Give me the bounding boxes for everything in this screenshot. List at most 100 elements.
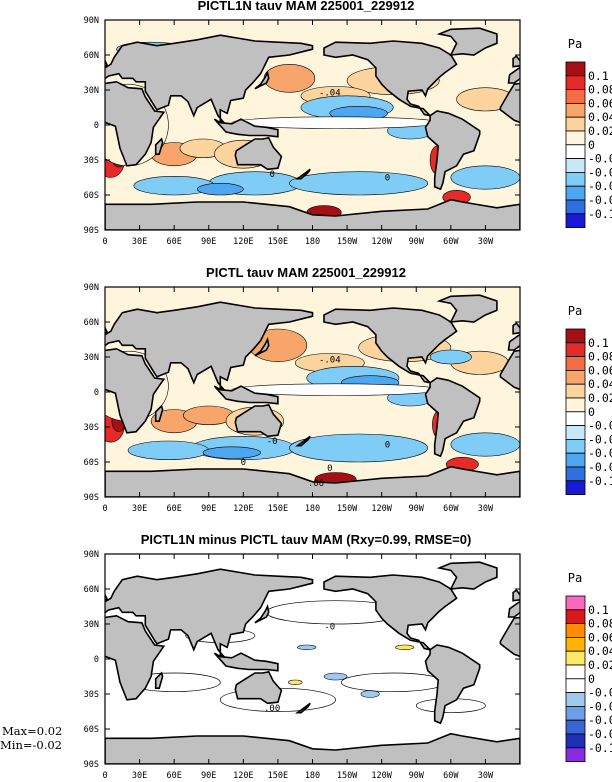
contour-label: -0 bbox=[324, 622, 335, 632]
colorbar-swatch bbox=[565, 383, 586, 399]
colorbar-swatch bbox=[565, 185, 586, 201]
shaded-region bbox=[127, 440, 210, 460]
y-tick-label: 0 bbox=[94, 655, 99, 665]
colorbar-title: Pa bbox=[568, 571, 582, 585]
land-uk bbox=[512, 589, 520, 602]
land-japan bbox=[254, 604, 270, 624]
y-tick-label: 90S bbox=[84, 493, 99, 503]
contour-label: .06 bbox=[308, 479, 324, 489]
land-africa bbox=[105, 614, 166, 701]
x-tick-label: 90W bbox=[409, 771, 425, 781]
x-tick-label: 120E bbox=[233, 504, 253, 514]
x-tick-label: 30W bbox=[478, 237, 494, 247]
land-africa bbox=[499, 82, 520, 124]
map-area: -0 .00 bbox=[105, 554, 520, 764]
land-samerica bbox=[424, 644, 481, 725]
x-tick-label: 60W bbox=[443, 504, 459, 514]
colorbar-level: -0.08 bbox=[588, 727, 612, 741]
land-namerica bbox=[323, 40, 458, 118]
land-africa bbox=[105, 80, 166, 167]
colorbar-swatch bbox=[565, 144, 586, 160]
colorbar-swatch bbox=[565, 706, 586, 721]
contour-label: 0 bbox=[327, 464, 332, 474]
stat-max: Max=0.02 bbox=[2, 724, 62, 738]
land-eurasia bbox=[507, 600, 520, 618]
land-africa bbox=[499, 616, 520, 658]
colorbar-level: -0.02 bbox=[588, 152, 612, 166]
colorbar-level: -0.08 bbox=[588, 460, 612, 474]
land-indonesia bbox=[213, 385, 279, 405]
x-tick-label: 90W bbox=[409, 504, 425, 514]
map-area: -.04-0 000.06 bbox=[105, 287, 520, 497]
colorbar-level: 0.02 bbox=[588, 391, 612, 405]
colorbar-level: 0 bbox=[588, 138, 595, 152]
colorbar-swatch bbox=[565, 342, 586, 357]
y-tick-label: 30N bbox=[84, 86, 99, 96]
land-nz bbox=[295, 168, 311, 180]
x-tick-label: 30W bbox=[478, 771, 494, 781]
x-tick-label: 90W bbox=[409, 237, 425, 247]
colorbar-level: -0.04 bbox=[588, 165, 612, 179]
colorbar-swatch bbox=[565, 692, 586, 707]
colorbar-level: -0.04 bbox=[588, 432, 612, 446]
panel-title: PICTL tauv MAM 225001_229912 bbox=[206, 265, 406, 280]
land-africa bbox=[499, 349, 520, 391]
x-tick-label: 30E bbox=[132, 237, 147, 247]
panel-2: PICTL tauv MAM 225001_229912-.04-0 000.06… bbox=[84, 265, 612, 514]
colorbar-swatch bbox=[565, 650, 586, 666]
colorbar-swatch bbox=[565, 75, 586, 91]
y-tick-label: 90S bbox=[84, 760, 99, 770]
y-tick-label: 90N bbox=[84, 283, 99, 293]
colorbar-swatch bbox=[565, 480, 586, 495]
land-nz bbox=[295, 435, 311, 447]
colorbar-level: 0.08 bbox=[588, 350, 612, 364]
colorbar-swatch bbox=[565, 397, 586, 413]
shaded-region bbox=[263, 64, 316, 93]
colorbar-swatch bbox=[565, 130, 586, 146]
land-nz bbox=[295, 702, 311, 714]
land-antarctica bbox=[105, 732, 520, 764]
colorbar-level: 0.06 bbox=[588, 96, 612, 110]
land-samerica bbox=[424, 110, 481, 191]
land-eurasia bbox=[507, 333, 520, 351]
colorbar-title: Pa bbox=[568, 37, 582, 51]
shaded-region bbox=[323, 672, 348, 681]
shaded-region bbox=[289, 433, 429, 463]
contour-label: .00 bbox=[264, 704, 280, 714]
land-eurasia bbox=[105, 568, 314, 659]
land-japan bbox=[254, 70, 270, 90]
land-madagascar bbox=[154, 671, 164, 689]
colorbar-swatch bbox=[565, 747, 586, 762]
panel-3: PICTL1N minus PICTL tauv MAM (Rxy=0.99, … bbox=[0, 532, 612, 781]
colorbar-swatch bbox=[565, 425, 586, 440]
x-tick-label: 150E bbox=[268, 771, 288, 781]
map-area: -.04 0 0 bbox=[105, 20, 520, 230]
colorbar-swatch bbox=[565, 733, 586, 749]
x-tick-label: 0 bbox=[102, 504, 107, 514]
colorbar-level: 0.08 bbox=[588, 617, 612, 631]
shaded-region bbox=[297, 644, 317, 650]
colorbar-level: -0.1 bbox=[588, 207, 612, 221]
panel-title: PICTL1N minus PICTL tauv MAM (Rxy=0.99, … bbox=[141, 532, 472, 547]
colorbar-level: 0.08 bbox=[588, 83, 612, 97]
shaded-region bbox=[450, 165, 520, 190]
x-tick-label: 30W bbox=[478, 504, 494, 514]
colorbar-level: 0.06 bbox=[588, 363, 612, 377]
colorbar-swatch bbox=[565, 103, 586, 118]
colorbar-swatch bbox=[565, 89, 586, 104]
contour-label: -.04 bbox=[319, 88, 341, 98]
land-antarctica bbox=[105, 465, 520, 497]
y-tick-label: 30S bbox=[84, 423, 99, 433]
contour-label: 0 bbox=[385, 174, 390, 184]
colorbar-level: -0.06 bbox=[588, 713, 612, 727]
colorbar-level: 0.02 bbox=[588, 124, 612, 138]
contour-label: 0 bbox=[385, 441, 390, 451]
colorbar-swatch bbox=[565, 356, 586, 371]
colorbar-level: 0 bbox=[588, 672, 595, 686]
colorbar-swatch bbox=[565, 637, 586, 652]
colorbar-swatch bbox=[565, 213, 586, 229]
land-antarctica bbox=[105, 198, 520, 230]
x-tick-label: 60W bbox=[443, 771, 459, 781]
land-indonesia bbox=[213, 652, 279, 672]
land-namerica bbox=[323, 574, 458, 652]
